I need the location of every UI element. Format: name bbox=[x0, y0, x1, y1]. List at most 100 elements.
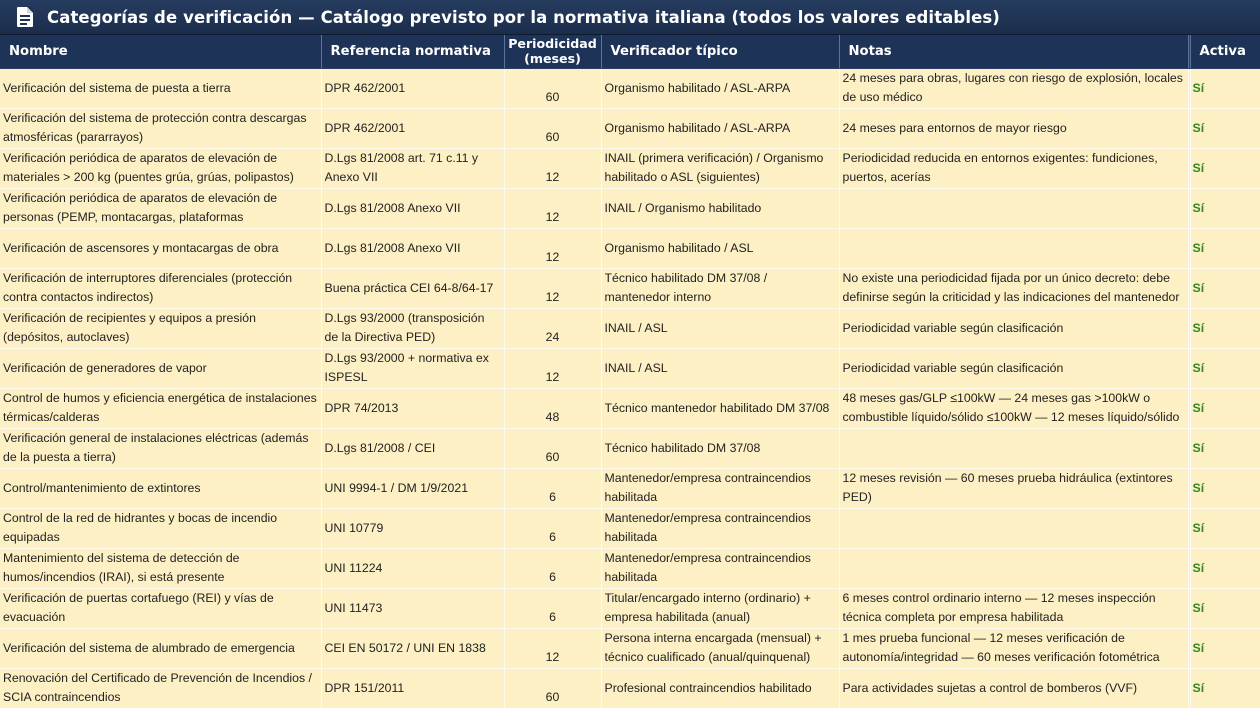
cell-verifier[interactable]: Técnico habilitado DM 37/08 bbox=[601, 428, 840, 469]
cell-verifier[interactable]: INAIL (primera verificación) / Organismo… bbox=[601, 148, 840, 189]
cell-notes[interactable] bbox=[839, 548, 1189, 589]
cell-period[interactable]: 12 bbox=[504, 348, 602, 389]
cell-name[interactable]: Verificación de recipientes y equipos a … bbox=[0, 308, 322, 349]
cell-name[interactable]: Verificación periódica de aparatos de el… bbox=[0, 148, 322, 189]
cell-notes[interactable]: No existe una periodicidad fijada por un… bbox=[839, 268, 1189, 309]
cell-verifier[interactable]: INAIL / Organismo habilitado bbox=[601, 188, 840, 229]
cell-active[interactable]: Sí bbox=[1190, 548, 1260, 589]
table-row[interactable]: Verificación de interruptores diferencia… bbox=[0, 268, 1260, 309]
cell-reference[interactable]: D.Lgs 93/2000 (transposición de la Direc… bbox=[321, 308, 505, 349]
cell-name[interactable]: Verificación de interruptores diferencia… bbox=[0, 268, 322, 309]
cell-notes[interactable]: 1 mes prueba funcional — 12 meses verifi… bbox=[839, 628, 1189, 669]
table-row[interactable]: Control/mantenimiento de extintores UNI 9… bbox=[0, 468, 1260, 509]
cell-verifier[interactable]: Técnico mantenedor habilitado DM 37/08 bbox=[601, 388, 840, 429]
cell-reference[interactable]: DPR 74/2013 bbox=[321, 388, 505, 429]
cell-notes[interactable] bbox=[839, 188, 1189, 229]
table-row[interactable]: Verificación de ascensores y montacargas… bbox=[0, 228, 1260, 269]
column-header-notes[interactable]: Notas bbox=[839, 35, 1189, 69]
cell-period[interactable]: 60 bbox=[504, 68, 602, 109]
cell-name[interactable]: Verificación del sistema de protección c… bbox=[0, 108, 322, 149]
cell-period[interactable]: 12 bbox=[504, 148, 602, 189]
cell-notes[interactable] bbox=[839, 508, 1189, 549]
table-row[interactable]: Verificación periódica de aparatos de el… bbox=[0, 188, 1260, 229]
cell-period[interactable]: 60 bbox=[504, 668, 602, 708]
cell-active[interactable]: Sí bbox=[1190, 308, 1260, 349]
cell-reference[interactable]: Buena práctica CEI 64-8/64-17 bbox=[321, 268, 505, 309]
table-row[interactable]: Verificación del sistema de puesta a tie… bbox=[0, 68, 1260, 109]
table-row[interactable]: Verificación de puertas cortafuego (REI)… bbox=[0, 588, 1260, 629]
cell-reference[interactable]: CEI EN 50172 / UNI EN 1838 bbox=[321, 628, 505, 669]
cell-period[interactable]: 48 bbox=[504, 388, 602, 429]
cell-active[interactable]: Sí bbox=[1190, 428, 1260, 469]
table-row[interactable]: Verificación de generadores de vapor D.Lg… bbox=[0, 348, 1260, 389]
cell-name[interactable]: Verificación periódica de aparatos de el… bbox=[0, 188, 322, 229]
cell-verifier[interactable]: INAIL / ASL bbox=[601, 348, 840, 389]
column-header-verifier[interactable]: Verificador típico bbox=[601, 35, 840, 69]
cell-active[interactable]: Sí bbox=[1190, 188, 1260, 229]
table-row[interactable]: Verificación del sistema de alumbrado de… bbox=[0, 628, 1260, 669]
cell-notes[interactable]: 24 meses para obras, lugares con riesgo … bbox=[839, 68, 1189, 109]
cell-period[interactable]: 6 bbox=[504, 468, 602, 509]
column-header-name[interactable]: Nombre bbox=[0, 35, 322, 69]
cell-reference[interactable]: UNI 10779 bbox=[321, 508, 505, 549]
cell-period[interactable]: 60 bbox=[504, 108, 602, 149]
cell-notes[interactable]: 48 meses gas/GLP ≤100kW — 24 meses gas >… bbox=[839, 388, 1189, 429]
cell-reference[interactable]: UNI 9994-1 / DM 1/9/2021 bbox=[321, 468, 505, 509]
cell-reference[interactable]: D.Lgs 81/2008 / CEI bbox=[321, 428, 505, 469]
cell-notes[interactable]: Periodicidad variable según clasificació… bbox=[839, 308, 1189, 349]
column-header-period[interactable]: Periodicidad (meses) bbox=[504, 35, 602, 69]
cell-reference[interactable]: D.Lgs 93/2000 + normativa ex ISPESL bbox=[321, 348, 505, 389]
cell-name[interactable]: Verificación de ascensores y montacargas… bbox=[0, 228, 322, 269]
cell-active[interactable]: Sí bbox=[1190, 148, 1260, 189]
table-row[interactable]: Mantenimiento del sistema de detección d… bbox=[0, 548, 1260, 589]
cell-verifier[interactable]: Organismo habilitado / ASL bbox=[601, 228, 840, 269]
cell-verifier[interactable]: Mantenedor/empresa contraincendios habil… bbox=[601, 548, 840, 589]
cell-active[interactable]: Sí bbox=[1190, 268, 1260, 309]
cell-notes[interactable]: Periodicidad reducida en entornos exigen… bbox=[839, 148, 1189, 189]
cell-active[interactable]: Sí bbox=[1190, 668, 1260, 708]
cell-verifier[interactable]: Profesional contraincendios habilitado bbox=[601, 668, 840, 708]
cell-name[interactable]: Verificación del sistema de puesta a tie… bbox=[0, 68, 322, 109]
cell-notes[interactable]: 12 meses revisión — 60 meses prueba hidr… bbox=[839, 468, 1189, 509]
cell-period[interactable]: 12 bbox=[504, 628, 602, 669]
cell-reference[interactable]: UNI 11473 bbox=[321, 588, 505, 629]
table-row[interactable]: Verificación periódica de aparatos de el… bbox=[0, 148, 1260, 189]
cell-name[interactable]: Control de humos y eficiencia energética… bbox=[0, 388, 322, 429]
cell-notes[interactable]: Periodicidad variable según clasificació… bbox=[839, 348, 1189, 389]
column-header-active[interactable]: Activa bbox=[1190, 35, 1260, 69]
cell-verifier[interactable]: Mantenedor/empresa contraincendios habil… bbox=[601, 468, 840, 509]
cell-active[interactable]: Sí bbox=[1190, 348, 1260, 389]
cell-verifier[interactable]: INAIL / ASL bbox=[601, 308, 840, 349]
cell-verifier[interactable]: Organismo habilitado / ASL-ARPA bbox=[601, 108, 840, 149]
cell-name[interactable]: Verificación del sistema de alumbrado de… bbox=[0, 628, 322, 669]
cell-active[interactable]: Sí bbox=[1190, 388, 1260, 429]
cell-active[interactable]: Sí bbox=[1190, 228, 1260, 269]
cell-reference[interactable]: DPR 462/2001 bbox=[321, 108, 505, 149]
cell-name[interactable]: Verificación de generadores de vapor bbox=[0, 348, 322, 389]
column-header-reference[interactable]: Referencia normativa bbox=[321, 35, 505, 69]
cell-period[interactable]: 24 bbox=[504, 308, 602, 349]
cell-active[interactable]: Sí bbox=[1190, 508, 1260, 549]
cell-period[interactable]: 6 bbox=[504, 548, 602, 589]
table-row[interactable]: Verificación del sistema de protección c… bbox=[0, 108, 1260, 149]
cell-notes[interactable] bbox=[839, 428, 1189, 469]
cell-notes[interactable]: 24 meses para entornos de mayor riesgo bbox=[839, 108, 1189, 149]
cell-active[interactable]: Sí bbox=[1190, 628, 1260, 669]
cell-reference[interactable]: D.Lgs 81/2008 Anexo VII bbox=[321, 188, 505, 229]
cell-verifier[interactable]: Mantenedor/empresa contraincendios habil… bbox=[601, 508, 840, 549]
cell-reference[interactable]: D.Lgs 81/2008 Anexo VII bbox=[321, 228, 505, 269]
cell-active[interactable]: Sí bbox=[1190, 68, 1260, 109]
cell-reference[interactable]: D.Lgs 81/2008 art. 71 c.11 y Anexo VII bbox=[321, 148, 505, 189]
cell-name[interactable]: Verificación de puertas cortafuego (REI)… bbox=[0, 588, 322, 629]
table-row[interactable]: Verificación general de instalaciones el… bbox=[0, 428, 1260, 469]
cell-period[interactable]: 6 bbox=[504, 508, 602, 549]
cell-reference[interactable]: DPR 462/2001 bbox=[321, 68, 505, 109]
cell-verifier[interactable]: Organismo habilitado / ASL-ARPA bbox=[601, 68, 840, 109]
table-row[interactable]: Renovación del Certificado de Prevención… bbox=[0, 668, 1260, 708]
cell-active[interactable]: Sí bbox=[1190, 108, 1260, 149]
cell-name[interactable]: Mantenimiento del sistema de detección d… bbox=[0, 548, 322, 589]
table-row[interactable]: Control de la red de hidrantes y bocas d… bbox=[0, 508, 1260, 549]
cell-notes[interactable] bbox=[839, 228, 1189, 269]
cell-name[interactable]: Control de la red de hidrantes y bocas d… bbox=[0, 508, 322, 549]
cell-active[interactable]: Sí bbox=[1190, 468, 1260, 509]
